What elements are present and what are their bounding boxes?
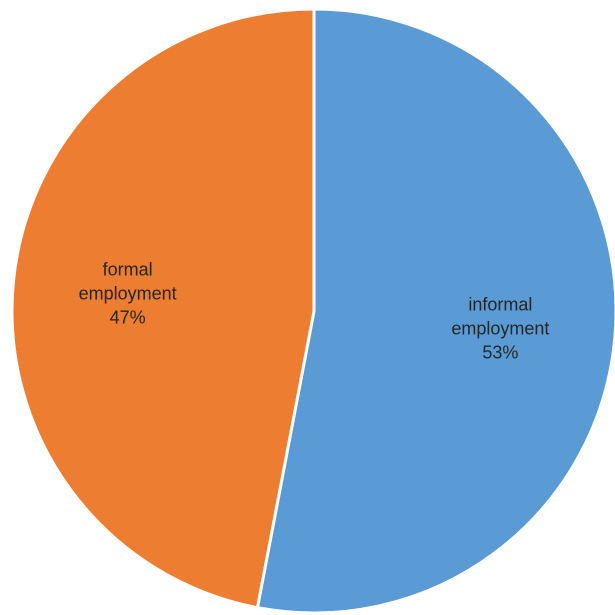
pie-slices <box>10 7 615 615</box>
pie-slice-formal-employment <box>10 7 316 610</box>
slice-label-line: 47% <box>110 307 146 327</box>
slice-label-line: informal <box>468 295 532 315</box>
pie-labels: informal employment 53% formal employment 47% <box>79 259 550 362</box>
slice-label-formal-employment: formal employment 47% <box>79 259 177 327</box>
slice-label-line: employment <box>79 283 177 303</box>
slice-label-informal-employment: informal employment 53% <box>451 295 549 363</box>
slice-label-line: formal <box>103 259 153 279</box>
slice-label-line: 53% <box>482 343 518 363</box>
slice-label-line: employment <box>451 319 549 339</box>
